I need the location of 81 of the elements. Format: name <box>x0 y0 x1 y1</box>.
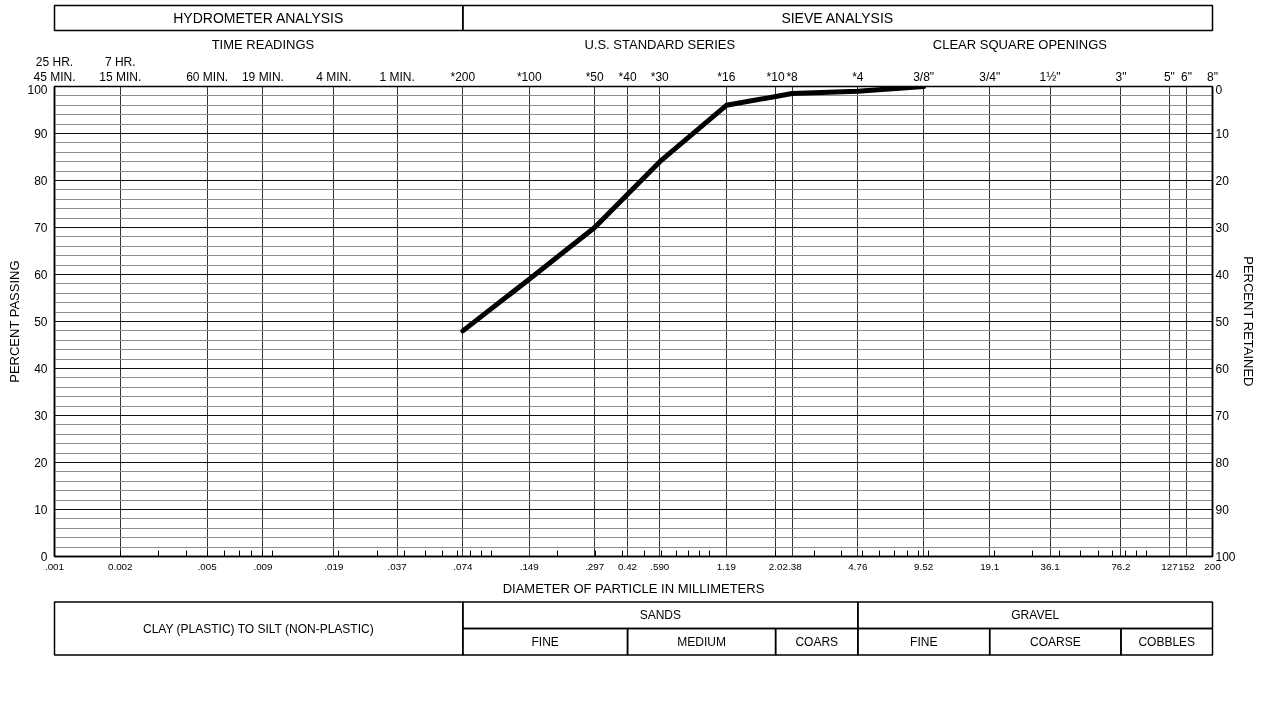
text: GRAVEL <box>1011 608 1060 623</box>
y2-tick-label: 20 <box>1215 174 1230 188</box>
x-tick-label: 4.76 <box>848 560 868 572</box>
text: TIME READINGS <box>211 37 315 52</box>
text: FINE <box>531 634 559 649</box>
text: *8 <box>786 69 799 84</box>
x-tick-label: 76.2 <box>1111 560 1131 572</box>
text: 60 MIN. <box>186 69 229 84</box>
y-tick-label: 40 <box>34 362 48 376</box>
text: 7 HR. <box>104 54 136 69</box>
y2-tick-label: 70 <box>1215 409 1230 423</box>
text: 1½" <box>1039 69 1061 84</box>
x-tick-label: 0.42 <box>618 560 638 572</box>
y-tick-label: 80 <box>34 174 48 188</box>
text: *200 <box>450 69 476 84</box>
text: CLAY (PLASTIC) TO SILT (NON-PLASTIC) <box>142 621 374 636</box>
text: SIEVE ANALYSIS <box>781 10 894 26</box>
x-tick-label: 127 <box>1161 560 1178 572</box>
x-tick-label: 19.1 <box>980 560 1000 572</box>
y-tick-label: 50 <box>34 315 48 329</box>
y2-tick-label: 40 <box>1215 268 1230 282</box>
x-tick-label: .074 <box>453 560 473 572</box>
y-axis-title: PERCENT PASSING <box>7 260 23 383</box>
y-tick-label: 10 <box>34 503 48 517</box>
x-tick-label: .005 <box>197 560 218 572</box>
text: COARS <box>795 634 839 649</box>
text: HYDROMETER ANALYSIS <box>173 10 344 26</box>
x-tick-label: .297 <box>585 560 605 572</box>
x-axis-title: DIAMETER OF PARTICLE IN MILLIMETERS <box>502 580 765 596</box>
x-tick-label: 1.19 <box>716 560 736 572</box>
text: COARSE <box>1029 634 1081 649</box>
text: CLEAR SQUARE OPENINGS <box>932 37 1108 52</box>
y2-axis-title: PERCENT RETAINED <box>1240 256 1256 387</box>
text: 4 MIN. <box>316 69 352 84</box>
text: 15 MIN. <box>99 69 142 84</box>
y2-tick-label: 60 <box>1215 362 1230 376</box>
text: FINE <box>910 634 938 649</box>
text: U.S. STANDARD SERIES <box>584 37 736 52</box>
x-tick-label: .009 <box>253 560 273 572</box>
text: *30 <box>650 69 670 84</box>
text: *10 <box>766 69 785 84</box>
y2-tick-label: 10 <box>1215 127 1230 141</box>
y-tick-label: 20 <box>34 456 48 470</box>
y2-tick-label: 30 <box>1215 221 1230 235</box>
text: 8" <box>1207 69 1218 84</box>
text: *100 <box>516 69 542 84</box>
x-tick-label: 9.52 <box>914 560 934 572</box>
text: *16 <box>717 69 736 84</box>
text: 3" <box>1115 69 1127 84</box>
x-tick-label: 2.0 <box>768 560 783 572</box>
y-tick-label: 60 <box>34 268 48 282</box>
y-tick-label: 100 <box>27 82 48 97</box>
y2-tick-label: 90 <box>1215 503 1230 517</box>
x-tick-label: .590 <box>650 560 670 572</box>
text: *4 <box>852 69 864 84</box>
text: SANDS <box>639 608 682 623</box>
y2-tick-label: 50 <box>1215 315 1230 329</box>
text: 3/4" <box>979 69 1001 84</box>
text: MEDIUM <box>677 634 726 649</box>
x-tick-label: 152 <box>1178 560 1195 572</box>
x-tick-label: 36.1 <box>1040 560 1060 572</box>
text: 25 HR. <box>35 54 74 69</box>
text: COBBLES <box>1138 634 1196 649</box>
x-tick-label: .037 <box>387 560 407 572</box>
y2-tick-label: 0 <box>1215 82 1223 97</box>
x-tick-label: 0.002 <box>108 560 133 572</box>
y-tick-label: 90 <box>34 127 48 141</box>
text: *50 <box>585 69 604 84</box>
text: 45 MIN. <box>33 69 76 84</box>
text: 19 MIN. <box>241 69 284 84</box>
text: *40 <box>618 69 637 84</box>
x-tick-label: 2.38 <box>782 560 803 572</box>
text: 5" <box>1163 69 1175 84</box>
y-tick-label: 30 <box>34 409 48 423</box>
y-tick-label: 70 <box>34 221 48 235</box>
text: 1 MIN. <box>379 69 415 84</box>
x-tick-label: .149 <box>519 560 539 572</box>
y2-tick-label: 80 <box>1215 456 1230 470</box>
x-tick-label: .019 <box>324 560 344 572</box>
text: 6" <box>1181 69 1192 84</box>
text: 3/8" <box>913 69 935 84</box>
